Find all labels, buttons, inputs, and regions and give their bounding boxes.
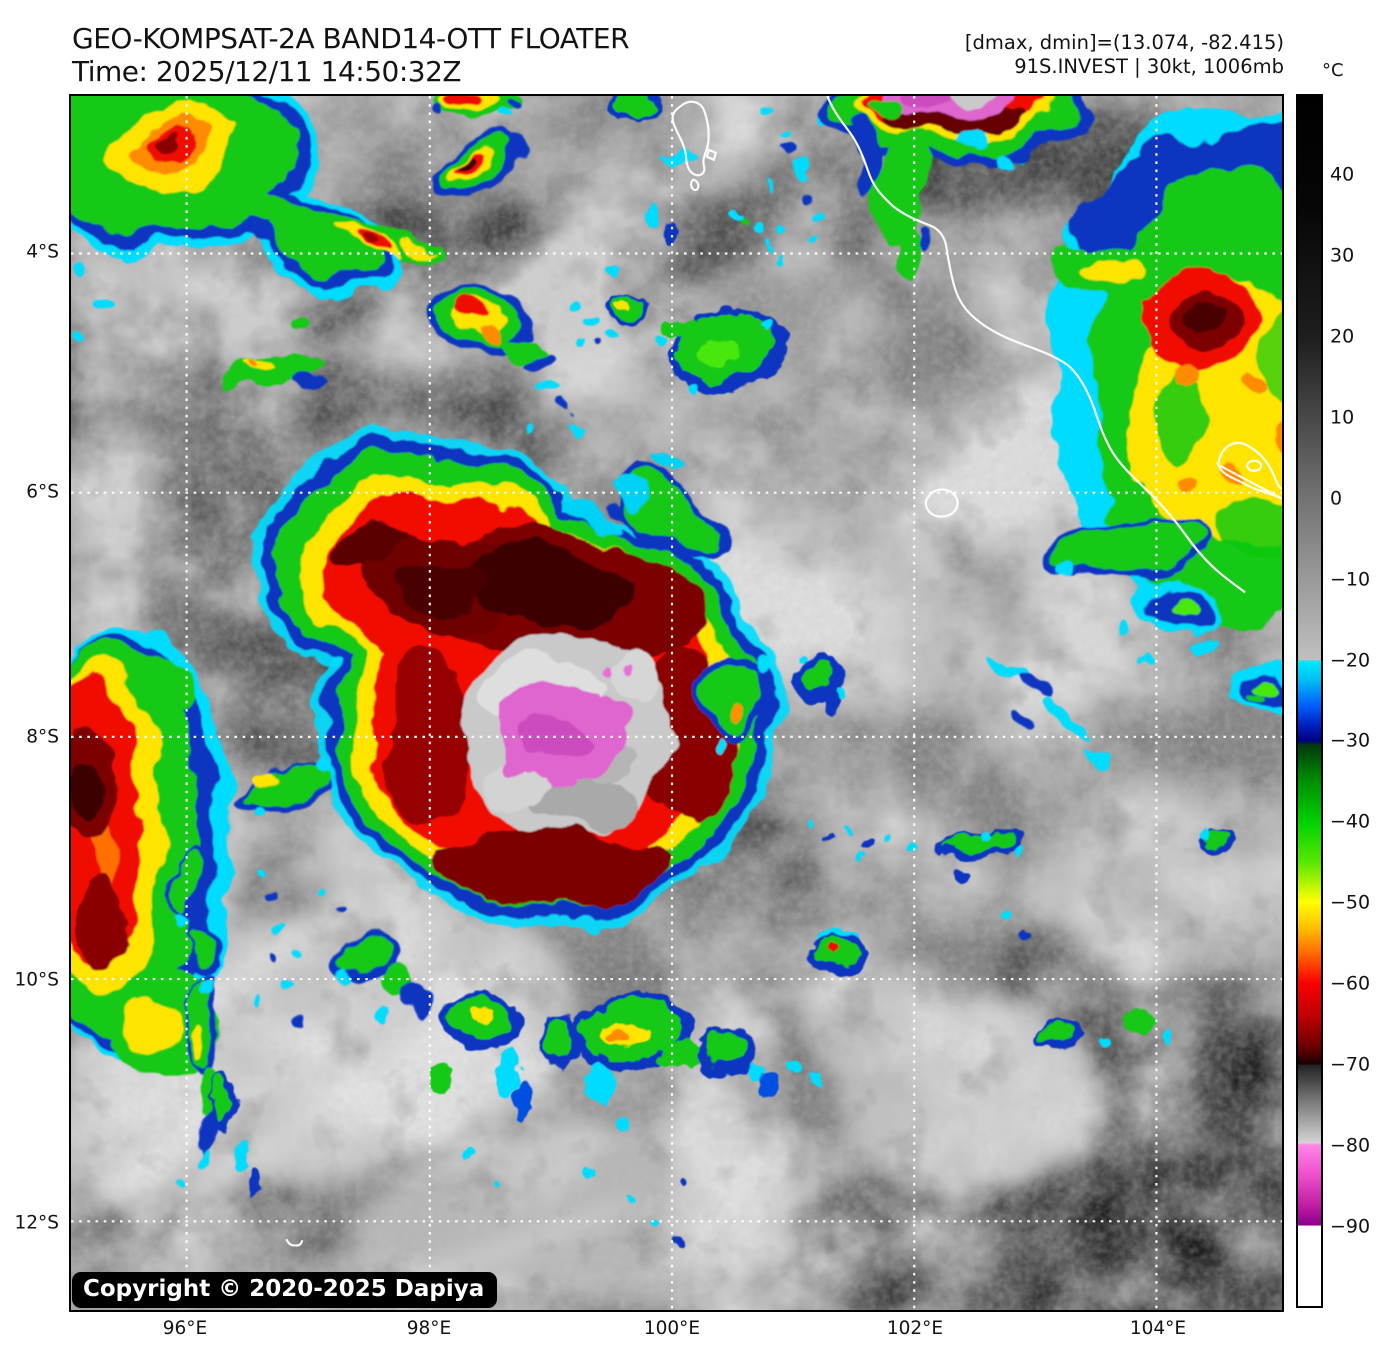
coastline bbox=[285, 96, 1282, 1247]
lat-tick-label: 4°S bbox=[26, 241, 59, 263]
colorbar-tick: −90 bbox=[1330, 1215, 1371, 1238]
dmax-dmin-readout: [dmax, dmin]=(13.074, -82.415) bbox=[964, 31, 1284, 54]
latitude-axis: 4°S 6°S 8°S 10°S 12°S bbox=[0, 0, 62, 1359]
info-block: [dmax, dmin]=(13.074, -82.415) 91S.INVES… bbox=[965, 31, 1284, 79]
storm-status: 91S.INVEST | 30kt, 1006mb bbox=[1014, 55, 1284, 78]
colorbar-ticks: 40 30 20 10 0 −10 −20 −30 −40 −50 −60 −7… bbox=[1330, 94, 1385, 1308]
lat-tick-label: 10°S bbox=[14, 969, 59, 991]
colorbar-unit: °C bbox=[1322, 60, 1344, 81]
convection-top-center bbox=[606, 96, 788, 396]
colorbar-tick: 40 bbox=[1330, 163, 1355, 186]
lon-tick-label: 98°E bbox=[406, 1318, 452, 1339]
convection-left-edge bbox=[71, 622, 424, 1188]
colorbar-tick: 30 bbox=[1330, 244, 1355, 267]
colorbar-tick: −50 bbox=[1330, 891, 1371, 914]
lon-tick-label: 96°E bbox=[162, 1318, 208, 1339]
lon-tick-label: 104°E bbox=[1129, 1318, 1187, 1339]
convection-scattered-cells bbox=[209, 657, 1237, 1247]
colorbar-tick: 0 bbox=[1330, 487, 1343, 510]
lon-tick-label: 100°E bbox=[643, 1318, 701, 1339]
colorbar-tick: 20 bbox=[1330, 325, 1355, 348]
colorbar-tick: −70 bbox=[1330, 1053, 1371, 1076]
colorbar-tick: −60 bbox=[1330, 972, 1371, 995]
graticule-gridlines bbox=[71, 96, 1282, 1310]
satellite-map: Copyright © 2020-2025 Dapiya bbox=[69, 94, 1284, 1312]
page-title: GEO-KOMPSAT-2A BAND14-OTT FLOATER bbox=[72, 22, 630, 55]
longitude-axis: 96°E 98°E 100°E 102°E 104°E bbox=[0, 1318, 1388, 1348]
convection-right-region bbox=[992, 114, 1282, 760]
colorbar-tick: 10 bbox=[1330, 406, 1355, 429]
colorbar-tick: −40 bbox=[1330, 810, 1371, 833]
lon-tick-label: 102°E bbox=[886, 1318, 944, 1339]
convection-top-right bbox=[764, 96, 1086, 285]
header-block: GEO-KOMPSAT-2A BAND14-OTT FLOATER Time: … bbox=[72, 22, 630, 88]
lat-tick-label: 12°S bbox=[14, 1212, 59, 1234]
storm-center-system bbox=[255, 429, 779, 928]
timestamp: Time: 2025/12/11 14:50:32Z bbox=[72, 55, 462, 88]
lat-tick-label: 6°S bbox=[26, 481, 59, 503]
colorbar-tick: −80 bbox=[1330, 1134, 1371, 1157]
colorbar-tick: −30 bbox=[1330, 730, 1371, 753]
colorbar-tick: −10 bbox=[1330, 568, 1371, 591]
colorbar-tick: −20 bbox=[1330, 649, 1371, 672]
colorbar-gradient bbox=[1296, 94, 1323, 1308]
satellite-image bbox=[71, 96, 1282, 1310]
copyright-badge: Copyright © 2020-2025 Dapiya bbox=[72, 1272, 498, 1308]
lat-tick-label: 8°S bbox=[26, 726, 59, 748]
convection-top-left bbox=[71, 96, 618, 446]
